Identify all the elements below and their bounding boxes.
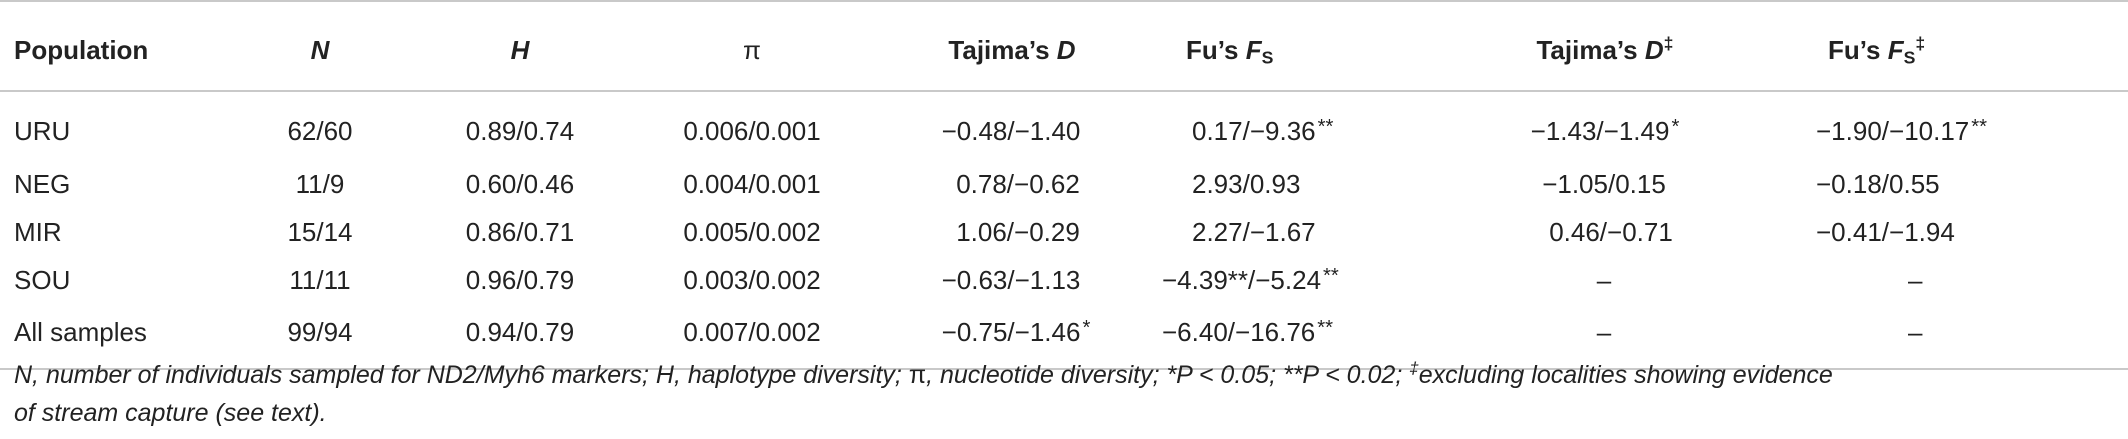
cell-n: 11/11	[289, 265, 351, 295]
header-h: H	[398, 0, 628, 92]
header-tajima-d-excl: Tajima’s D‡	[1438, 0, 1758, 92]
cell-population: All samples	[0, 304, 228, 370]
cell-n: 62/60	[287, 116, 353, 146]
cell-n: 11/9	[295, 169, 345, 199]
cell-tajima-d-excl: −1.43/−1.49*	[1530, 115, 1680, 146]
cell-population: SOU	[14, 265, 71, 295]
table-footnote: N, number of individuals sampled for ND2…	[14, 358, 1833, 427]
cell-tajima-d: 0.78/−0.62	[956, 169, 1080, 199]
table-header-row: Population N H π Tajima’s D Fu’s FS Taji…	[0, 0, 2128, 92]
table-row: URU 62/60 0.89/0.74 0.006/0.001 −0.48/−1…	[0, 91, 2128, 160]
cell-fu-fs-excl: −0.18/0.55	[1816, 169, 1940, 199]
cell-population: MIR	[14, 217, 62, 247]
cell-pi: 0.003/0.002	[683, 265, 821, 295]
cell-fu-fs-excl: −0.41/−1.94	[1816, 217, 1955, 247]
header-pi: π	[628, 0, 862, 92]
cell-h: 0.60/0.46	[465, 169, 575, 199]
cell-pi: 0.007/0.002	[628, 304, 862, 370]
cell-fu-fs: −6.40/−16.76**	[1148, 304, 1438, 370]
table-row: All samples 99/94 0.94/0.79 0.007/0.002 …	[0, 304, 2128, 370]
header-n: N	[228, 0, 398, 92]
cell-tajima-d: −0.75/−1.46*	[862, 304, 1148, 370]
cell-h: 0.94/0.79	[398, 304, 628, 370]
cell-h: 0.89/0.74	[465, 116, 575, 146]
cell-population: URU	[14, 116, 71, 146]
cell-n: 99/94	[228, 304, 398, 370]
cell-pi: 0.006/0.001	[683, 116, 821, 146]
header-fu-fs: Fu’s FS	[1148, 0, 1438, 92]
cell-pi: 0.005/0.002	[683, 217, 821, 247]
cell-tajima-d-excl: –	[1438, 304, 1758, 370]
header-tajima-d: Tajima’s D	[862, 0, 1148, 92]
cell-tajima-d-excl: −1.05/0.15	[1542, 169, 1666, 199]
cell-fu-fs-excl: −1.90/−10.17**	[1816, 115, 1988, 146]
cell-h: 0.96/0.79	[465, 265, 575, 295]
cell-population: NEG	[14, 169, 71, 199]
header-population: Population	[0, 0, 228, 92]
cell-tajima-d: −0.63/−1.13	[941, 265, 1081, 295]
cell-fu-fs: 2.27/−1.67	[1192, 217, 1316, 247]
cell-tajima-d-excl: 0.46/−0.71	[1549, 217, 1673, 247]
cell-fu-fs-excl: –	[1908, 265, 1923, 295]
cell-tajima-d: 1.06/−0.29	[956, 217, 1080, 247]
table-row: MIR 15/14 0.86/0.71 0.005/0.002 1.06/−0.…	[0, 208, 2128, 256]
table-row: NEG 11/9 0.60/0.46 0.004/0.001 0.78/−0.6…	[0, 160, 2128, 208]
cell-fu-fs: 0.17/−9.36**	[1192, 115, 1334, 146]
cell-n: 15/14	[287, 217, 353, 247]
header-fu-fs-excl: Fu’s FS‡	[1758, 0, 2128, 92]
cell-tajima-d: −0.48/−1.40	[941, 116, 1081, 146]
table-row: SOU 11/11 0.96/0.79 0.003/0.002 −0.63/−1…	[0, 256, 2128, 304]
cell-fu-fs-excl: –	[1758, 304, 2128, 370]
data-table: Population N H π Tajima’s D Fu’s FS Taji…	[0, 0, 2128, 370]
cell-fu-fs: −4.39**/−5.24**	[1162, 264, 1339, 295]
cell-fu-fs: 2.93/0.93	[1192, 169, 1301, 199]
cell-pi: 0.004/0.001	[683, 169, 821, 199]
cell-tajima-d-excl: –	[1596, 265, 1612, 295]
cell-h: 0.86/0.71	[465, 217, 575, 247]
